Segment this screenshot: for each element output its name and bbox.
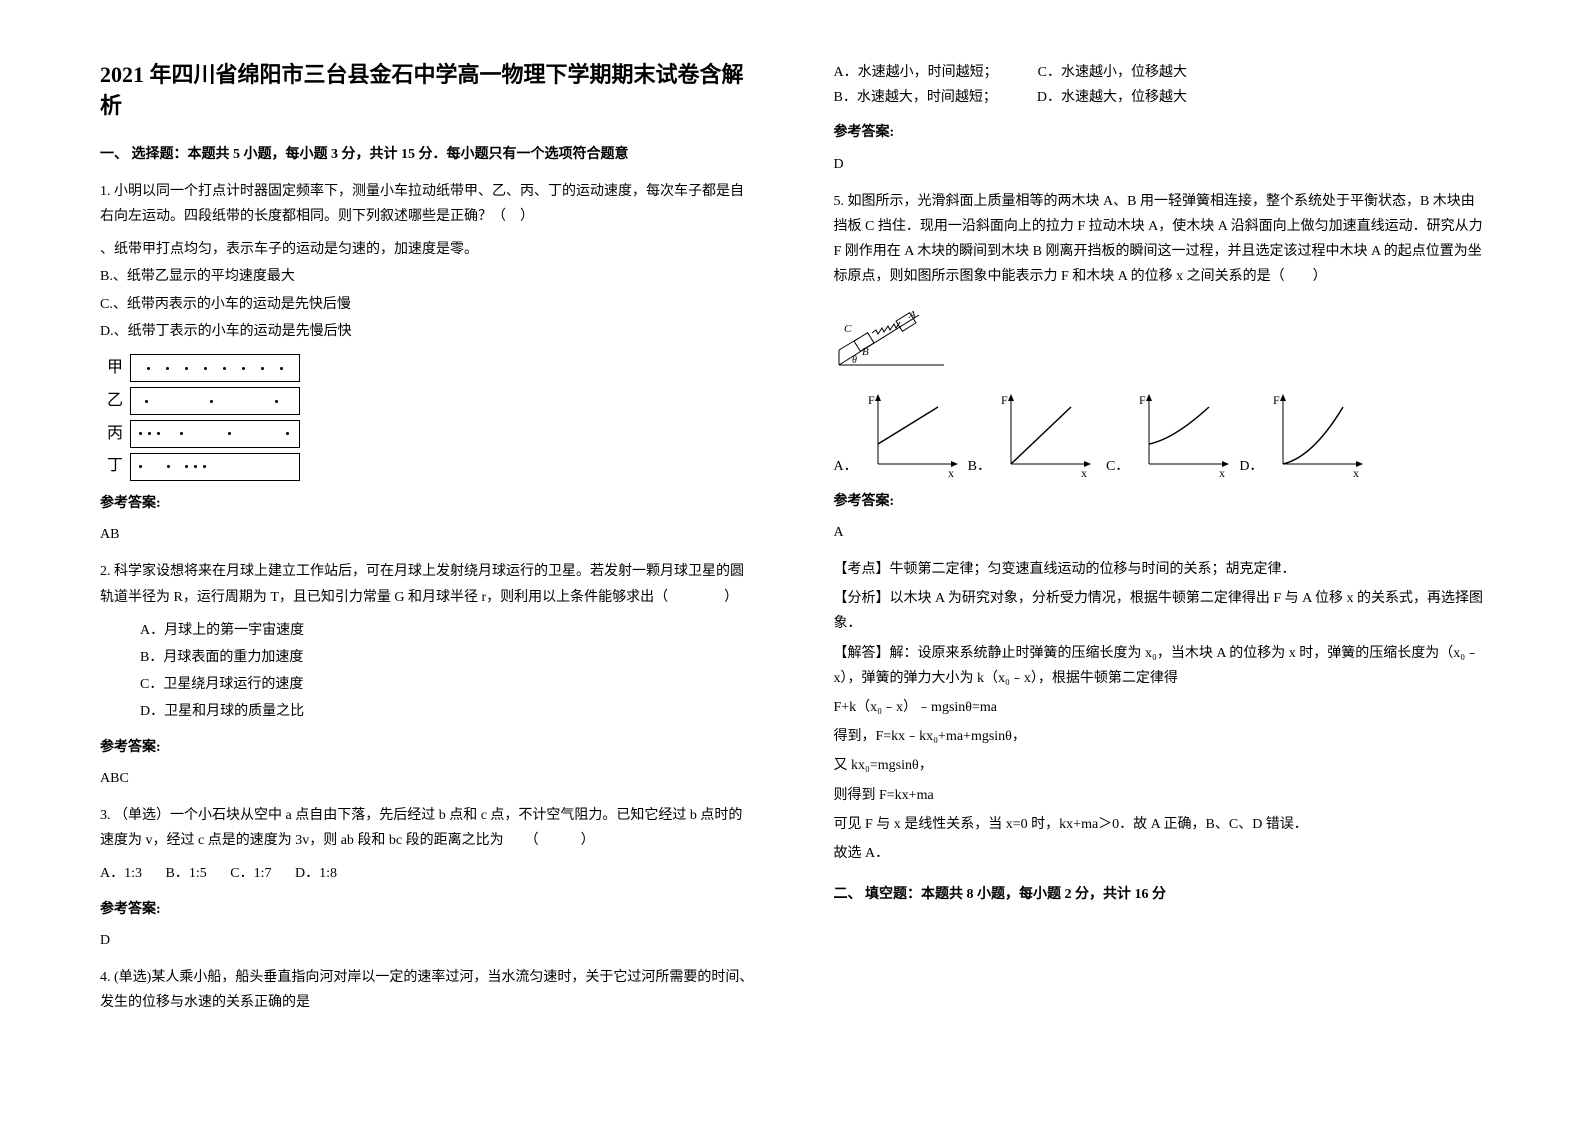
q5-point: 【考点】牛顿第二定律；匀变速直线运动的位移与时间的关系；胡克定律． [834,557,1488,582]
q5-conclusion: 可见 F 与 x 是线性关系，当 x=0 时，kx+ma＞0．故 A 正确，B、… [834,812,1488,837]
q5-answer: A [834,520,1488,545]
q1-opt-b: B.、纸带乙显示的平均速度最大 [100,264,754,289]
q5-final: 故选 A． [834,841,1488,866]
svg-text:x: x [1219,466,1225,479]
q4-opt-c: C．水速越小，位移越大 [1038,60,1187,85]
svg-text:C: C [844,323,852,335]
tape-box-4 [130,453,300,481]
tape-diagram: 甲 乙 丙 [100,354,754,481]
q4-opt-b: B．水速越大，时间越短； [834,85,997,110]
svg-text:x: x [948,466,954,479]
svg-text:x: x [1353,466,1359,479]
q3-opt-c: C．1:7 [230,866,271,881]
svg-text:F: F [868,393,875,407]
q2-opt-a: A．月球上的第一宇宙速度 [140,618,754,643]
graph-c: F x [1134,389,1234,479]
q1-opt-c: C.、纸带丙表示的小车的运动是先快后慢 [100,292,754,317]
q2-text: 2. 科学家设想将来在月球上建立工作站后，可在月球上发射绕月球运行的卫星。若发射… [100,559,754,609]
q1-answer-label: 参考答案: [100,491,754,516]
q4-options-row2: B．水速越大，时间越短； D．水速越大，位移越大 [834,85,1488,110]
tape-box-3 [130,420,300,448]
q4-answer-label: 参考答案: [834,120,1488,145]
section2-header: 二、 填空题：本题共 8 小题，每小题 2 分，共计 16 分 [834,882,1488,907]
q4-opt-d: D．水速越大，位移越大 [1037,85,1187,110]
q4-text: 4. (单选)某人乘小船，船头垂直指向河对岸以一定的速率过河，当水流匀速时，关于… [100,965,754,1015]
q5-eq4: 则得到 F=kx+ma [834,783,1488,808]
q2-answer: ABC [100,766,754,791]
q5-method: 【分析】以木块 A 为研究对象，分析受力情况，根据牛顿第二定律得出 F 与 A … [834,586,1488,636]
svg-text:F: F [1273,393,1280,407]
q5-eq3: 又 kx₀=mgsinθ， [834,753,1488,778]
q4-answer: D [834,152,1488,177]
q2-opt-c: C．卫星绕月球运行的速度 [140,672,754,697]
q4-opt-a: A．水速越小，时间越短； [834,60,998,85]
tape-box-2 [130,387,300,415]
q5-eq1: F+k（x₀﹣x）﹣mgsinθ=ma [834,695,1488,720]
q1-text: 1. 小明以同一个打点计时器固定频率下，测量小车拉动纸带甲、乙、丙、丁的运动速度… [100,179,754,229]
q2-opt-b: B．月球表面的重力加速度 [140,645,754,670]
svg-text:B: B [862,346,869,358]
q1-answer: AB [100,522,754,547]
q5-opt-b-label: B． [968,454,991,479]
q5-opt-c-label: C． [1106,454,1129,479]
q5-answer-label: 参考答案: [834,489,1488,514]
svg-text:A: A [908,309,916,321]
graph-b: F x [996,389,1096,479]
q5-graph-options: A． F x B． F x C． [834,389,1488,479]
q5-solution-header: 【解答】解：设原来系统静止时弹簧的压缩长度为 x₀，当木块 A 的位移为 x 时… [834,641,1488,691]
q3-answer-label: 参考答案: [100,897,754,922]
q5-opt-d-label: D． [1239,454,1263,479]
q5-eq2: 得到，F=kx﹣kx₀+ma+mgsinθ， [834,724,1488,749]
graph-a: F x [863,389,963,479]
tape-label-3: 丙 [100,420,130,449]
svg-text:θ: θ [852,355,857,366]
q3-opt-b: B．1:5 [166,866,207,881]
tape-label-2: 乙 [100,387,130,416]
tape-box-1 [130,354,300,382]
tape-label-4: 丁 [100,452,130,481]
q3-text: 3. （单选）一个小石块从空中 a 点自由下落，先后经过 b 点和 c 点，不计… [100,803,754,853]
q2-opt-d: D．卫星和月球的质量之比 [140,699,754,724]
q5-text: 5. 如图所示，光滑斜面上质量相等的两木块 A、B 用一轻弹簧相连接，整个系统处… [834,189,1488,290]
exam-title: 2021 年四川省绵阳市三台县金石中学高一物理下学期期末试卷含解析 [100,60,754,122]
q3-opt-a: A．1:3 [100,866,142,881]
section1-header: 一、 选择题：本题共 5 小题，每小题 3 分，共计 15 分．每小题只有一个选… [100,142,754,167]
spring-diagram: C B A θ [834,300,1488,379]
svg-text:F: F [1001,393,1008,407]
q3-options: A．1:3 B．1:5 C．1:7 D．1:8 [100,861,754,886]
svg-text:F: F [1139,393,1146,407]
q3-answer: D [100,928,754,953]
right-column: A．水速越小，时间越短； C．水速越小，位移越大 B．水速越大，时间越短； D．… [834,60,1488,1023]
q1-opt-d: D.、纸带丁表示的小车的运动是先慢后快 [100,319,754,344]
q1-opt-a: 、纸带甲打点均匀，表示车子的运动是匀速的，加速度是零。 [100,237,754,262]
q5-opt-a-label: A． [834,454,858,479]
tape-label-1: 甲 [100,354,130,383]
svg-text:x: x [1081,466,1087,479]
q3-opt-d: D．1:8 [295,866,337,881]
graph-d: F x [1268,389,1368,479]
left-column: 2021 年四川省绵阳市三台县金石中学高一物理下学期期末试卷含解析 一、 选择题… [100,60,754,1023]
q4-options-row1: A．水速越小，时间越短； C．水速越小，位移越大 [834,60,1488,85]
q2-answer-label: 参考答案: [100,735,754,760]
